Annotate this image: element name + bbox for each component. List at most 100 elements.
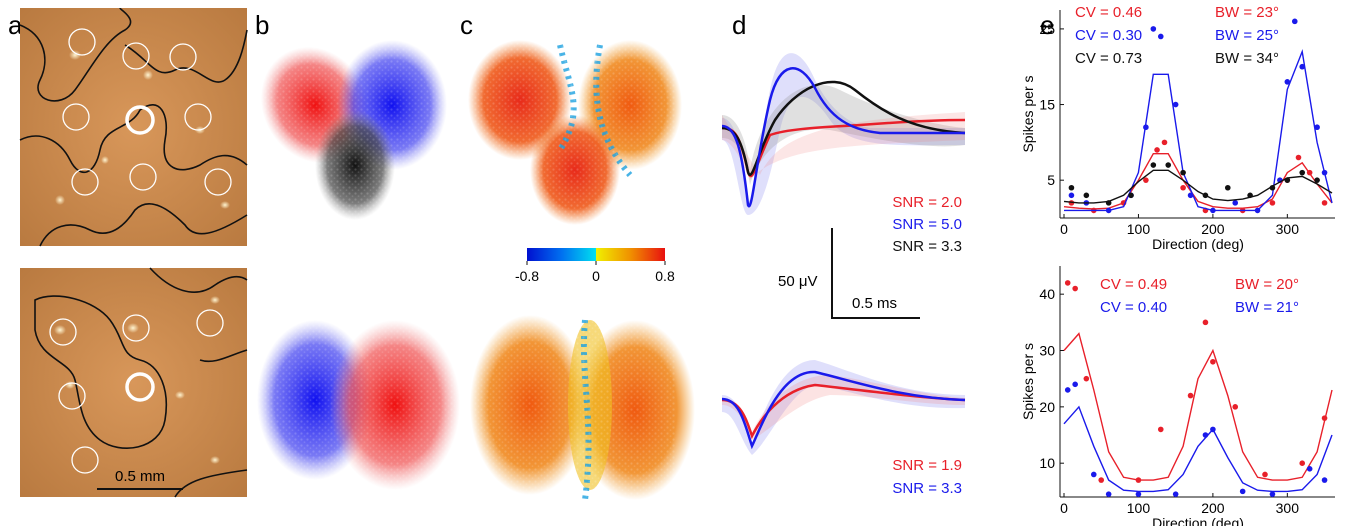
snr-label: SNR = 5.0 bbox=[892, 216, 962, 233]
data-point bbox=[1296, 155, 1302, 161]
y-axis-label: Spikes per s bbox=[1020, 343, 1036, 420]
data-point bbox=[1106, 200, 1112, 206]
data-point bbox=[1072, 382, 1078, 388]
x-tick-label: 100 bbox=[1127, 221, 1151, 237]
y-tick-label: 40 bbox=[1039, 286, 1055, 302]
data-point bbox=[1106, 491, 1112, 497]
y-tick-label: 15 bbox=[1039, 97, 1055, 113]
data-point bbox=[1232, 200, 1238, 206]
scale-label: 0.5 ms bbox=[852, 295, 897, 312]
data-point bbox=[1065, 280, 1071, 286]
y-tick-label: 10 bbox=[1039, 455, 1055, 471]
bw-label: BW = 25° bbox=[1215, 27, 1279, 44]
x-tick-label: 100 bbox=[1127, 500, 1151, 516]
data-point bbox=[1299, 170, 1305, 176]
figure: a b c d e 0.5 mm bbox=[0, 0, 1345, 526]
data-point bbox=[1314, 177, 1320, 183]
data-point bbox=[1069, 185, 1075, 191]
data-point bbox=[1151, 26, 1157, 32]
data-point bbox=[1210, 208, 1216, 214]
data-point bbox=[1255, 208, 1261, 214]
data-point bbox=[1247, 193, 1253, 199]
cv-label: CV = 0.46 bbox=[1075, 4, 1142, 21]
data-point bbox=[1225, 185, 1231, 191]
cluster-plot-bottom bbox=[255, 310, 460, 500]
scale-label: 50 μV bbox=[778, 273, 818, 290]
data-point bbox=[1232, 404, 1238, 410]
data-point bbox=[1307, 466, 1313, 472]
data-point bbox=[1069, 193, 1075, 199]
y-axis-label: Spikes per s bbox=[1020, 75, 1036, 152]
panel-letter: c bbox=[460, 10, 473, 40]
x-tick-label: 300 bbox=[1276, 500, 1300, 516]
data-point bbox=[1180, 185, 1186, 191]
fit-curve bbox=[1064, 52, 1332, 211]
waveforms-top bbox=[722, 53, 965, 215]
panel-letter: d bbox=[732, 10, 746, 40]
colorbar-tick-label: 0 bbox=[592, 268, 600, 284]
data-point bbox=[1307, 170, 1313, 176]
fit-curve bbox=[1064, 334, 1332, 481]
data-point bbox=[1188, 193, 1194, 199]
y-tick-label: 25 bbox=[1039, 21, 1055, 37]
data-point bbox=[1162, 140, 1168, 146]
cv-label: CV = 0.73 bbox=[1075, 50, 1142, 67]
snr-label: SNR = 1.9 bbox=[892, 457, 962, 474]
data-point bbox=[1173, 102, 1179, 108]
colorbar-tick-label: 0.8 bbox=[655, 268, 675, 284]
correlation-plot-bottom bbox=[465, 315, 695, 500]
fit-curve bbox=[1064, 154, 1332, 209]
data-point bbox=[1072, 286, 1078, 292]
data-point bbox=[1091, 472, 1097, 478]
data-point bbox=[1270, 185, 1276, 191]
data-point bbox=[1203, 432, 1209, 438]
bw-label: BW = 21° bbox=[1235, 299, 1299, 316]
x-axis-label: Direction (deg) bbox=[1152, 236, 1244, 252]
data-point bbox=[1154, 147, 1160, 153]
data-point bbox=[1322, 477, 1328, 483]
data-point bbox=[1270, 200, 1276, 206]
data-point bbox=[1165, 162, 1171, 168]
bw-label: BW = 23° bbox=[1215, 4, 1279, 21]
panel-letter: b bbox=[255, 10, 269, 40]
data-point bbox=[1299, 64, 1305, 70]
data-point bbox=[1285, 177, 1291, 183]
data-point bbox=[1136, 477, 1142, 483]
data-point bbox=[1106, 208, 1112, 214]
data-point bbox=[1285, 79, 1291, 85]
colorbar-tick-label: -0.8 bbox=[515, 268, 539, 284]
data-point bbox=[1180, 170, 1186, 176]
x-tick-label: 300 bbox=[1276, 221, 1300, 237]
data-point bbox=[1084, 193, 1090, 199]
data-point bbox=[1314, 124, 1320, 130]
data-point bbox=[1188, 393, 1194, 399]
y-tick-label: 5 bbox=[1047, 172, 1055, 188]
data-point bbox=[1322, 415, 1328, 421]
data-point bbox=[1262, 472, 1268, 478]
data-point bbox=[1322, 200, 1328, 206]
correlation-plot-top bbox=[465, 40, 682, 240]
data-point bbox=[1322, 170, 1328, 176]
data-point bbox=[1158, 427, 1164, 433]
y-tick-label: 30 bbox=[1039, 343, 1055, 359]
bw-label: BW = 34° bbox=[1215, 50, 1279, 67]
waveforms-bottom bbox=[722, 360, 965, 455]
snr-label: SNR = 3.3 bbox=[892, 238, 962, 255]
data-point bbox=[1292, 19, 1298, 25]
cv-label: CV = 0.30 bbox=[1075, 27, 1142, 44]
x-tick-label: 200 bbox=[1201, 221, 1225, 237]
x-tick-label: 200 bbox=[1201, 500, 1225, 516]
data-point bbox=[1128, 193, 1134, 199]
snr-label: SNR = 3.3 bbox=[892, 480, 962, 497]
colorbar bbox=[527, 248, 665, 261]
data-point bbox=[1270, 491, 1276, 497]
scale-bar-label: 0.5 mm bbox=[115, 468, 165, 485]
data-point bbox=[1151, 162, 1157, 168]
data-point bbox=[1084, 376, 1090, 382]
x-tick-label: 0 bbox=[1060, 500, 1068, 516]
image-bottom: 0.5 mm bbox=[20, 268, 247, 497]
data-point bbox=[1143, 124, 1149, 130]
data-point bbox=[1203, 193, 1209, 199]
y-tick-label: 20 bbox=[1039, 399, 1055, 415]
data-point bbox=[1158, 34, 1164, 40]
